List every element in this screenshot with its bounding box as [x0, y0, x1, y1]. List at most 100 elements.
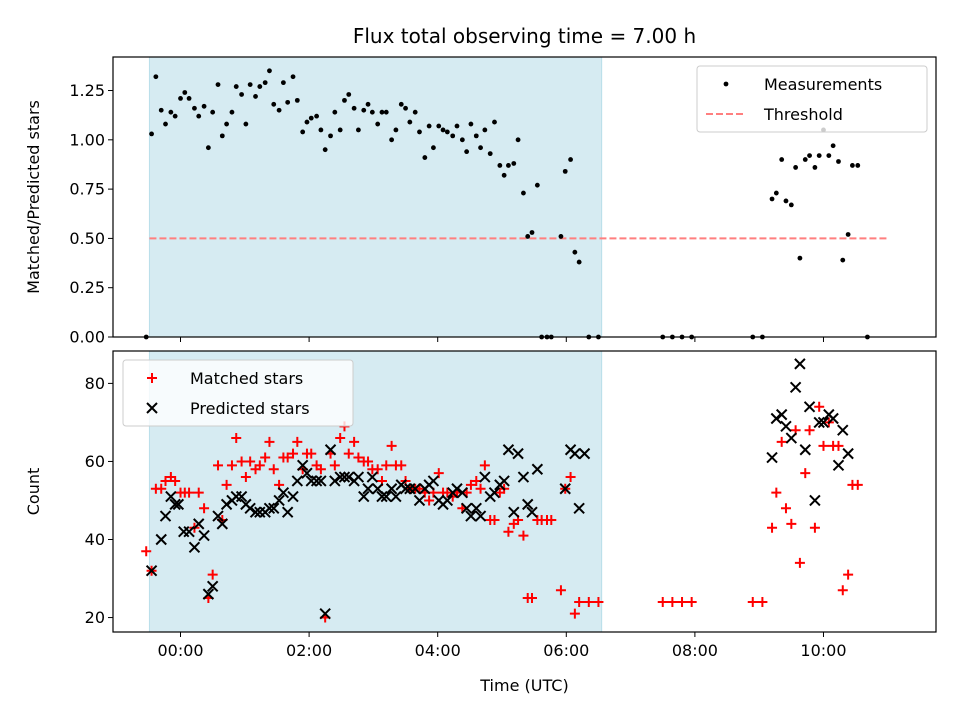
measurement-point [328, 133, 333, 139]
predicted-star-point [319, 607, 331, 620]
predicted-star-point [766, 451, 778, 464]
measurement-point [836, 159, 841, 164]
predicted-star-point [145, 565, 158, 577]
chart-title: Flux total observing time = 7.00 h [353, 24, 696, 48]
predicted-star-point [334, 471, 346, 483]
predicted-star-point [338, 471, 351, 483]
measurement-point [558, 234, 564, 239]
y-tick-label: 80 [85, 374, 105, 393]
predicted-star-point [794, 358, 806, 370]
measurement-point [459, 137, 465, 143]
matched-star-point [833, 440, 844, 451]
matched-star-point [213, 460, 224, 471]
predicted-star-point [249, 506, 262, 518]
measurement-point [487, 151, 493, 157]
measurement-point [568, 157, 573, 162]
measurement-point [779, 157, 785, 162]
measurement-point [210, 109, 216, 115]
measurement-point [840, 257, 846, 263]
matched-star-point [518, 530, 529, 541]
matched-star-point [292, 436, 303, 447]
predicted-star-point [502, 444, 515, 456]
measurement-point [511, 161, 517, 166]
matched-star-point [170, 475, 181, 486]
predicted-star-point [531, 463, 544, 475]
y-tick-label: 40 [85, 530, 105, 549]
measurement-point [807, 153, 812, 158]
predicted-star-point [220, 498, 233, 511]
legend-box [122, 359, 354, 427]
legend: Measurements Threshold [696, 65, 928, 133]
matched-star-point [852, 479, 863, 490]
predicted-star-point [296, 459, 309, 472]
measurement-point [506, 163, 511, 168]
measurement-point [454, 123, 460, 129]
measurement-point [280, 80, 286, 86]
matched-star-point [843, 569, 854, 580]
matched-star-point [226, 460, 237, 471]
predicted-star-point [441, 494, 454, 507]
matched-star-point [800, 468, 811, 479]
axes-frame [112, 56, 937, 338]
measurement-point [276, 107, 282, 113]
matched-star-point [156, 483, 167, 494]
measurement-point [478, 145, 483, 151]
measurement-point [285, 99, 291, 105]
matched-star-point [814, 401, 825, 412]
y-tick-label: 1.25 [69, 81, 105, 100]
x-tick-label: 04:00 [415, 641, 461, 660]
predicted-star-point [785, 432, 798, 444]
matched-star-point [667, 596, 678, 607]
predicted-star-point [324, 444, 337, 456]
measurement-point [515, 137, 521, 143]
measurement-point [812, 165, 818, 170]
measurement-point [369, 109, 375, 115]
predicted-star-point [842, 447, 854, 460]
matched-star-point [315, 464, 326, 475]
predicted-star-point [578, 447, 591, 460]
x-axis-label: Time (UTC) [479, 676, 568, 695]
matched-star-point [268, 464, 279, 475]
matched-star-point [527, 593, 538, 604]
legend-box [696, 65, 928, 133]
measurement-point [403, 105, 408, 111]
matched-star-point [489, 514, 500, 525]
predicted-star-point [358, 490, 370, 503]
measurement-point [468, 121, 474, 127]
measurement-point [257, 84, 263, 89]
measurement-point [168, 109, 174, 115]
predicted-star-point [366, 471, 379, 483]
top-panel: 0.00 0.25 0.50 0.75 1.00 1.25 Matched/Predicte… [24, 56, 937, 347]
measurement-point [492, 119, 497, 125]
predicted-star-point [498, 475, 510, 487]
matched-star-point [546, 514, 557, 525]
measurement-point [351, 105, 357, 111]
legend: Matched stars Predicted stars [122, 359, 354, 427]
measurement-point [830, 143, 836, 149]
predicted-star-point [780, 420, 792, 433]
observing-interval-shade [148, 56, 603, 338]
measurement-point [239, 92, 244, 97]
predicted-star-point [198, 529, 210, 542]
y-tick-label: 0.25 [69, 278, 105, 297]
measurement-point [219, 133, 225, 139]
predicted-star-point [244, 502, 256, 514]
measurement-point [464, 149, 470, 155]
measurement-point [816, 153, 822, 158]
predicted-star-point [832, 459, 845, 472]
predicted-star-point [385, 483, 398, 495]
predicted-star-point [273, 494, 285, 507]
measurement-point [850, 163, 855, 168]
measurement-point [262, 80, 268, 86]
matched-star-point [677, 596, 688, 607]
matched-star-point [329, 460, 340, 471]
matched-star-point [767, 522, 778, 533]
legend-label: Matched stars [190, 369, 303, 388]
predicted-star-point [399, 483, 412, 495]
legend-label: Measurements [764, 75, 882, 94]
matched-star-point [780, 503, 791, 514]
matched-star-point [231, 433, 242, 444]
matched-star-point [306, 448, 317, 459]
legend-label: Threshold [763, 105, 843, 124]
y-tick-label: 0.00 [69, 328, 105, 347]
